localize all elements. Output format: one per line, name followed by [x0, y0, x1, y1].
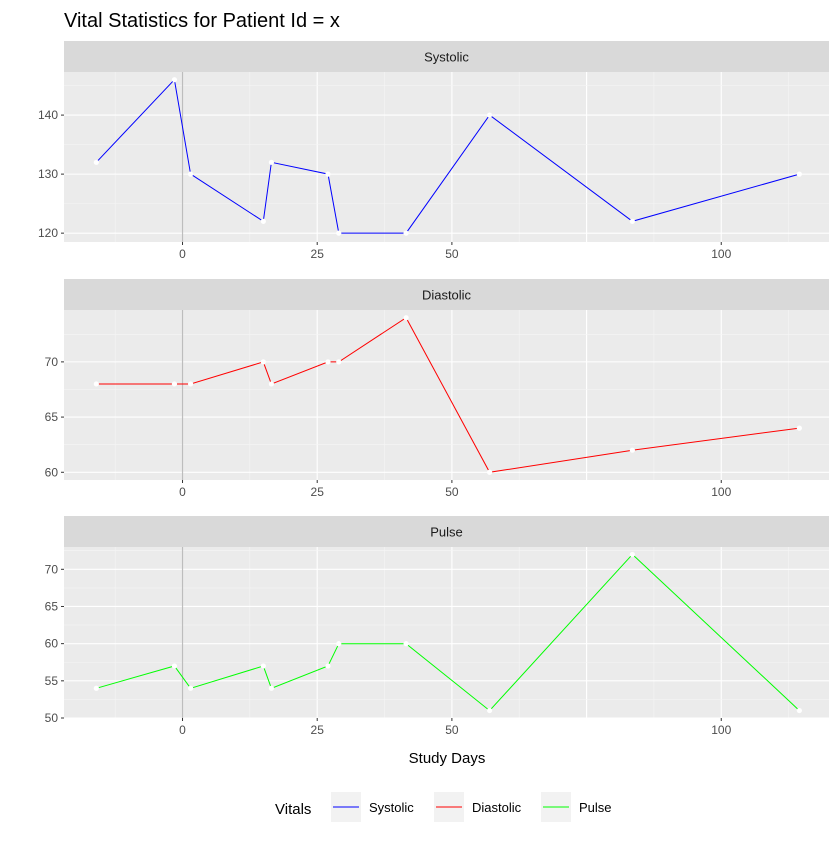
data-point-diastolic	[171, 381, 178, 387]
data-point-systolic	[796, 171, 802, 177]
data-point-pulse	[403, 641, 409, 647]
data-point-pulse	[629, 551, 635, 558]
legend-item-pulse: Pulse	[541, 792, 612, 822]
data-point-diastolic	[93, 381, 99, 387]
data-point-pulse	[268, 685, 275, 691]
data-point-diastolic	[188, 381, 194, 387]
strip-label-diastolic: Diastolic	[422, 288, 472, 303]
data-point-pulse	[171, 663, 178, 669]
data-point-pulse	[93, 685, 99, 691]
y-tick-label: 60	[45, 637, 59, 651]
y-tick-label: 70	[45, 355, 59, 369]
panel-systolic: Systolic 120 130 140 0 25 50 100	[38, 41, 829, 261]
x-tick-label: 100	[711, 485, 731, 499]
data-point-systolic	[171, 77, 178, 83]
data-point-diastolic	[403, 315, 409, 321]
data-point-systolic	[403, 230, 409, 236]
y-tick-label: 55	[45, 674, 59, 688]
x-tick-label: 0	[179, 247, 186, 261]
panel-diastolic: Diastolic 60 65 70 0 25 50 100	[45, 279, 829, 499]
data-point-systolic	[268, 159, 275, 165]
data-point-systolic	[260, 218, 266, 224]
data-point-pulse	[796, 707, 802, 714]
chart-title: Vital Statistics for Patient Id = x	[64, 10, 340, 32]
data-point-diastolic	[629, 447, 635, 453]
y-tick-label: 120	[38, 226, 58, 240]
strip-systolic	[64, 41, 829, 72]
data-point-diastolic	[486, 469, 493, 475]
data-point-systolic	[629, 218, 635, 224]
x-tick-label: 25	[311, 247, 325, 261]
facet-panels: Systolic 120 130 140 0 25 50 100 Diastolic 60 65 70…	[38, 41, 829, 737]
strip-diastolic	[64, 279, 829, 310]
y-tick-label: 65	[45, 599, 59, 613]
x-tick-label: 50	[445, 485, 459, 499]
data-point-diastolic	[260, 359, 266, 365]
x-tick-label: 0	[179, 485, 186, 499]
y-tick-label: 140	[38, 108, 58, 122]
x-axis-title: Study Days	[409, 750, 486, 767]
y-tick-label: 130	[38, 167, 58, 181]
plot-area-pulse	[64, 547, 829, 718]
data-point-pulse	[188, 685, 194, 691]
legend: Vitals Systolic Diastolic Pulse	[275, 792, 612, 822]
x-tick-label: 100	[711, 723, 731, 737]
data-point-systolic	[325, 171, 331, 177]
y-tick-label: 50	[45, 711, 59, 725]
data-point-pulse	[336, 641, 342, 647]
x-tick-label: 25	[311, 485, 325, 499]
data-point-systolic	[336, 230, 342, 236]
data-point-systolic	[188, 171, 194, 177]
panel-pulse: Pulse 50 55 60 65 70 0 25 50 100	[45, 516, 829, 737]
x-tick-label: 100	[711, 247, 731, 261]
x-tick-label: 0	[179, 723, 186, 737]
y-tick-label: 65	[45, 410, 59, 424]
y-tick-label: 60	[45, 465, 59, 479]
x-tick-label: 50	[445, 723, 459, 737]
data-point-diastolic	[796, 425, 802, 431]
y-tick-label: 70	[45, 562, 59, 576]
data-point-diastolic	[336, 359, 342, 365]
data-point-pulse	[325, 663, 331, 669]
legend-label: Diastolic	[472, 800, 522, 815]
legend-title: Vitals	[275, 801, 311, 818]
strip-label-pulse: Pulse	[430, 525, 463, 540]
data-point-systolic	[486, 112, 493, 118]
x-tick-label: 50	[445, 247, 459, 261]
data-point-pulse	[486, 707, 493, 714]
data-point-pulse	[260, 663, 266, 669]
legend-label: Systolic	[369, 800, 414, 815]
legend-item-diastolic: Diastolic	[434, 792, 522, 822]
legend-label: Pulse	[579, 800, 612, 815]
strip-pulse	[64, 516, 829, 547]
legend-item-systolic: Systolic	[331, 792, 414, 822]
strip-label-systolic: Systolic	[424, 50, 469, 65]
plot-area-diastolic	[64, 310, 829, 480]
data-point-systolic	[93, 159, 99, 165]
data-point-diastolic	[268, 381, 275, 387]
x-tick-label: 25	[311, 723, 325, 737]
plot-area-systolic	[64, 72, 829, 242]
data-point-diastolic	[325, 359, 331, 365]
